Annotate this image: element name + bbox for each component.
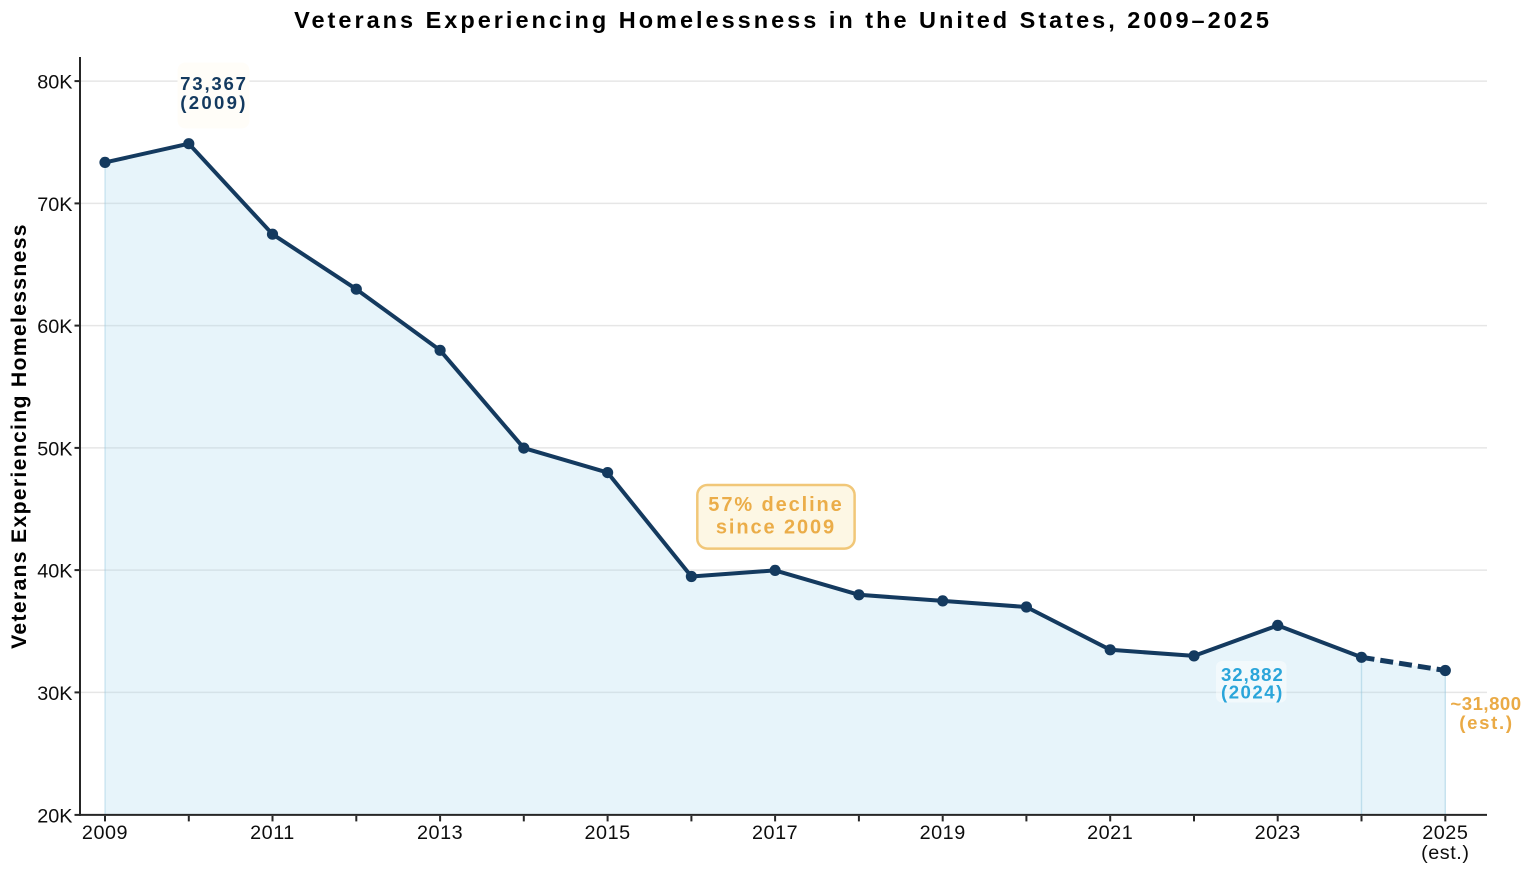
svg-text:2019: 2019 (920, 822, 966, 844)
svg-text:2011: 2011 (250, 822, 295, 844)
svg-text:Veterans Experiencing Homeless: Veterans Experiencing Homelessness in th… (294, 7, 1272, 33)
svg-text:(2009): (2009) (180, 92, 248, 113)
svg-text:70K: 70K (37, 194, 72, 216)
svg-text:57% decline: 57% decline (708, 494, 843, 516)
svg-text:80K: 80K (37, 72, 72, 94)
svg-text:40K: 40K (37, 561, 72, 583)
svg-text:2015: 2015 (584, 822, 630, 844)
svg-text:~31,800: ~31,800 (1450, 693, 1521, 714)
svg-text:2023: 2023 (1255, 822, 1301, 844)
svg-text:30K: 30K (37, 683, 72, 705)
svg-text:since 2009: since 2009 (716, 517, 836, 539)
svg-text:2021: 2021 (1087, 822, 1133, 844)
svg-text:60K: 60K (37, 316, 72, 338)
svg-text:(est.): (est.) (1421, 842, 1469, 864)
svg-text:(2024): (2024) (1221, 681, 1284, 702)
svg-text:32,882: 32,882 (1221, 664, 1284, 685)
svg-text:2017: 2017 (752, 822, 798, 844)
svg-text:Veterans Experiencing Homeless: Veterans Experiencing Homelessness (8, 223, 31, 649)
svg-text:73,367: 73,367 (180, 73, 248, 94)
svg-text:50K: 50K (37, 438, 72, 460)
svg-text:2013: 2013 (417, 822, 463, 844)
svg-text:(est.): (est.) (1459, 712, 1514, 733)
svg-text:2025: 2025 (1422, 822, 1468, 844)
svg-text:20K: 20K (37, 805, 72, 827)
svg-text:2009: 2009 (82, 822, 128, 844)
